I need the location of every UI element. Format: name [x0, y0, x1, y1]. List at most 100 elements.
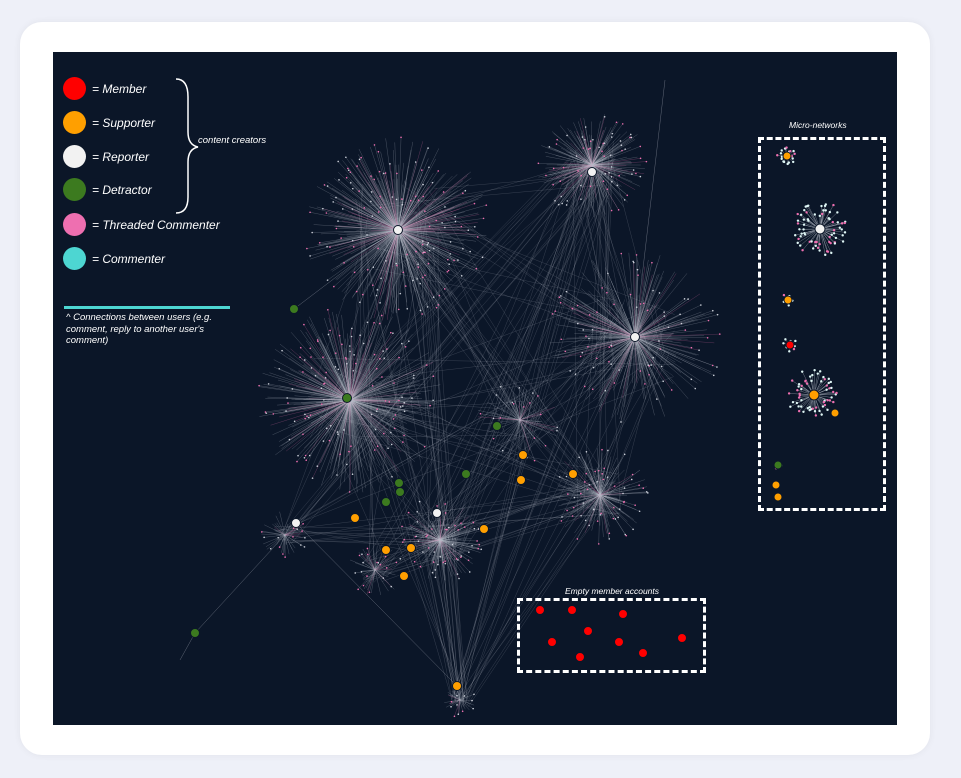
edge: [572, 164, 593, 177]
edge: [295, 522, 458, 687]
edge: [397, 216, 436, 231]
edge: [591, 153, 613, 166]
edge: [634, 275, 639, 338]
edge: [313, 224, 399, 231]
commenter-node: [608, 538, 611, 540]
edge: [591, 164, 631, 175]
edge: [599, 454, 625, 496]
commenter-node: [499, 417, 502, 419]
edge: [383, 193, 399, 231]
edge: [349, 399, 392, 445]
edge: [397, 214, 480, 231]
commenter-node: [285, 410, 287, 412]
edge: [349, 399, 376, 451]
commenter-node: [303, 323, 305, 326]
edge: [372, 229, 399, 259]
edge: [634, 336, 677, 358]
edge: [366, 508, 583, 582]
edge: [347, 224, 399, 231]
edge: [591, 164, 623, 174]
edge: [421, 539, 441, 561]
commenter-node: [623, 487, 626, 489]
edge: [610, 336, 636, 355]
edge: [634, 271, 675, 338]
edge: [570, 129, 593, 166]
edge: [288, 530, 428, 544]
edge: [259, 399, 351, 417]
commenter-node: [381, 376, 383, 378]
commenter-node: [473, 693, 475, 696]
edge: [397, 229, 471, 252]
edge: [414, 214, 601, 329]
edge: [349, 399, 369, 471]
edge: [397, 229, 429, 264]
commenter-node: [387, 447, 389, 450]
edge: [599, 494, 634, 520]
edge: [349, 370, 415, 401]
edge: [397, 196, 483, 231]
edge: [369, 229, 399, 297]
edge: [591, 164, 616, 183]
edge: [596, 311, 636, 338]
edge: [397, 229, 450, 254]
edge: [422, 243, 528, 417]
edge: [634, 269, 638, 338]
commenter-node: [380, 314, 383, 317]
commenter-node: [596, 357, 598, 360]
edge: [373, 229, 399, 319]
edge: [337, 171, 399, 231]
edge: [634, 270, 665, 338]
edge: [284, 534, 289, 542]
edge: [397, 166, 409, 231]
edge: [339, 399, 351, 490]
commenter-node: [632, 169, 635, 171]
edge: [439, 538, 472, 541]
commenter-node: [366, 575, 368, 577]
edge: [551, 164, 593, 185]
edge: [599, 494, 626, 535]
commenter-node: [302, 433, 304, 436]
edge: [425, 539, 441, 543]
edge: [397, 211, 443, 231]
edge: [579, 451, 601, 496]
commenter-node: [446, 528, 448, 531]
edge: [316, 186, 399, 231]
commenter-node: [443, 288, 446, 290]
commenter-node: [782, 342, 785, 345]
edge: [327, 309, 351, 401]
edge: [611, 336, 636, 418]
edge: [371, 160, 582, 366]
edge: [634, 336, 715, 344]
commenter-node: [811, 373, 814, 377]
commenter-node: [360, 156, 362, 159]
edge: [385, 181, 399, 231]
edge: [385, 229, 399, 283]
edge: [397, 226, 430, 231]
edge: [567, 320, 636, 338]
commenter-node: [690, 378, 693, 381]
edge: [366, 216, 427, 563]
edge: [577, 136, 593, 166]
edge: [634, 333, 674, 338]
commenter-node: [621, 123, 624, 125]
commenter-node: [592, 508, 595, 511]
commenter-node: [269, 547, 272, 550]
commenter-node: [373, 178, 376, 181]
commenter-node: [422, 183, 424, 186]
edge: [369, 174, 399, 231]
edge: [567, 128, 593, 166]
commenter-node: [323, 399, 325, 401]
edge: [326, 181, 399, 231]
commenter-node: [415, 250, 417, 253]
edge: [519, 419, 534, 432]
edge: [397, 229, 450, 265]
edge: [591, 163, 632, 166]
edge: [299, 383, 351, 401]
edge: [342, 195, 399, 231]
commenter-node: [683, 298, 686, 300]
edge: [439, 539, 451, 555]
edge: [512, 392, 521, 421]
edge: [555, 494, 601, 497]
edge: [382, 404, 585, 492]
edge: [439, 539, 468, 545]
